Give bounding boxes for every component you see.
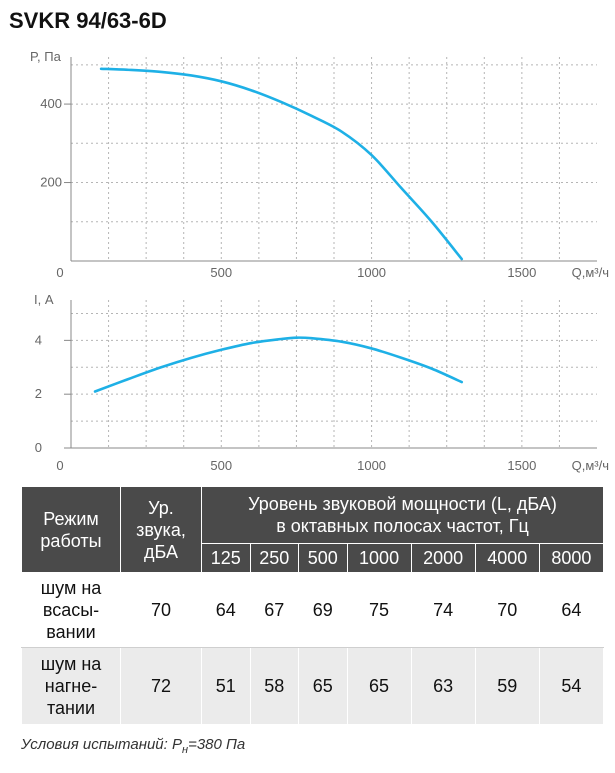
value-cell: 54 xyxy=(538,647,605,725)
value-cell: 59 xyxy=(474,647,540,725)
y-tick-label: 200 xyxy=(40,175,62,190)
x-tick-label: 1500 xyxy=(507,265,536,280)
table-row: шум на нагне- тании 72 51 58 65 65 63 59… xyxy=(21,647,605,725)
sound-power-table: Режим работы Ур. звука, дБА Уровень звук… xyxy=(21,486,605,725)
y-axis-label: I, А xyxy=(34,292,54,307)
value-cell: 64 xyxy=(201,572,251,648)
mode-line: тании xyxy=(46,698,96,718)
band-header: Уровень звуковой мощности (L, дБА) в окт… xyxy=(201,486,604,544)
level-header-line: дБА xyxy=(144,541,178,562)
band-500: 500 xyxy=(298,543,348,573)
level-header-line: Ур. xyxy=(148,497,174,518)
y-axis-label: P, Па xyxy=(30,49,62,64)
level-header: Ур. звука, дБА xyxy=(120,486,202,573)
value-cell: 51 xyxy=(201,647,251,725)
x-axis-label: Q,м³/ч xyxy=(572,265,609,280)
mode-line: шум на xyxy=(40,654,102,674)
band-250: 250 xyxy=(249,543,299,573)
band-header-line: в октавных полосах частот, Гц xyxy=(276,516,529,536)
pressure-chart: 200 400 0 500 1000 1500 P, Па Q,м³/ч xyxy=(30,49,609,280)
mode-header-line: работы xyxy=(40,530,102,551)
x-tick-label: 1000 xyxy=(357,265,386,280)
band-8000: 8000 xyxy=(538,543,605,573)
footnote-suffix: =380 Па xyxy=(188,736,246,753)
current-chart: 0 2 4 0 500 1000 1500 I, А Q,м³/ч xyxy=(34,292,609,473)
x-tick-label: 500 xyxy=(210,458,232,473)
value-cell: 74 xyxy=(410,572,476,648)
value-cell: 70 xyxy=(474,572,540,648)
chart-title: SVKR 94/63-6D xyxy=(9,8,167,33)
test-conditions-note: Условия испытаний: Pн=380 Па xyxy=(21,736,245,756)
table-row: шум на всасы- вании 70 64 67 69 75 74 70… xyxy=(21,572,605,648)
series-line xyxy=(99,67,464,261)
mode-cell: шум на нагне- тании xyxy=(21,647,121,725)
value-cell: 65 xyxy=(346,647,412,725)
value-cell: 67 xyxy=(249,572,299,648)
x-tick-label: 0 xyxy=(56,265,63,280)
mode-line: нагне- xyxy=(44,676,98,696)
band-125: 125 xyxy=(201,543,251,573)
footnote-prefix: Условия испытаний: P xyxy=(21,736,182,753)
value-cell: 63 xyxy=(410,647,476,725)
footnote-subscript: н xyxy=(182,744,189,756)
value-cell: 69 xyxy=(298,572,348,648)
y-tick-label: 2 xyxy=(35,386,42,401)
mode-line: шум на xyxy=(40,578,102,598)
level-header-line: звука, xyxy=(136,519,186,540)
x-tick-label: 1000 xyxy=(357,458,386,473)
series-line xyxy=(93,336,464,393)
x-tick-label: 500 xyxy=(210,265,232,280)
band-4000: 4000 xyxy=(474,543,540,573)
y-tick-label: 4 xyxy=(35,332,42,347)
y-tick-label: 0 xyxy=(35,440,42,455)
level-cell: 70 xyxy=(120,572,202,648)
level-cell: 72 xyxy=(120,647,202,725)
mode-line: вании xyxy=(46,622,96,642)
x-axis-label: Q,м³/ч xyxy=(572,458,609,473)
band-header-line: Уровень звуковой мощности (L, дБА) xyxy=(248,494,557,514)
mode-header-line: Режим xyxy=(43,508,99,529)
value-cell: 75 xyxy=(346,572,412,648)
y-tick-label: 400 xyxy=(40,96,62,111)
value-cell: 64 xyxy=(538,572,605,648)
x-tick-label: 1500 xyxy=(507,458,536,473)
mode-header: Режим работы xyxy=(21,486,121,573)
band-1000: 1000 xyxy=(346,543,412,573)
mode-line: всасы- xyxy=(42,600,100,620)
value-cell: 58 xyxy=(249,647,299,725)
mode-cell: шум на всасы- вании xyxy=(21,572,121,648)
band-2000: 2000 xyxy=(410,543,476,573)
x-tick-label: 0 xyxy=(56,458,63,473)
value-cell: 65 xyxy=(298,647,348,725)
